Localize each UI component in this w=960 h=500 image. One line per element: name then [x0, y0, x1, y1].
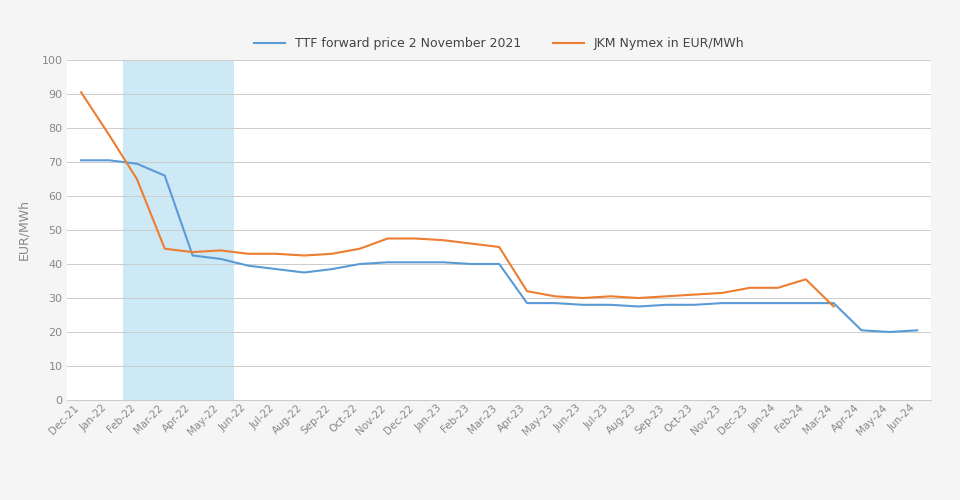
JKM Nymex in EUR/MWh — [215, 248, 227, 254]
Bar — [123, 60, 234, 400]
TTF forward price 2 November 2021 — [326, 266, 338, 272]
TTF forward price 2 November 2021 — [605, 302, 616, 308]
TTF forward price 2 November 2021 — [577, 302, 588, 308]
JKM Nymex in EUR/MWh — [243, 251, 254, 257]
JKM Nymex in EUR/MWh — [354, 246, 366, 252]
TTF forward price 2 November 2021 — [772, 300, 783, 306]
JKM Nymex in EUR/MWh — [382, 236, 394, 242]
TTF forward price 2 November 2021 — [716, 300, 728, 306]
TTF forward price 2 November 2021 — [271, 266, 282, 272]
TTF forward price 2 November 2021 — [800, 300, 811, 306]
TTF forward price 2 November 2021 — [354, 261, 366, 267]
TTF forward price 2 November 2021 — [132, 160, 143, 166]
JKM Nymex in EUR/MWh — [633, 295, 644, 301]
TTF forward price 2 November 2021 — [521, 300, 533, 306]
TTF forward price 2 November 2021 — [828, 300, 839, 306]
JKM Nymex in EUR/MWh — [271, 251, 282, 257]
Legend: TTF forward price 2 November 2021, JKM Nymex in EUR/MWh: TTF forward price 2 November 2021, JKM N… — [249, 32, 750, 55]
Line: JKM Nymex in EUR/MWh: JKM Nymex in EUR/MWh — [82, 92, 833, 306]
JKM Nymex in EUR/MWh — [716, 290, 728, 296]
TTF forward price 2 November 2021 — [633, 304, 644, 310]
TTF forward price 2 November 2021 — [493, 261, 505, 267]
TTF forward price 2 November 2021 — [159, 172, 171, 178]
TTF forward price 2 November 2021 — [660, 302, 672, 308]
TTF forward price 2 November 2021 — [911, 328, 923, 334]
JKM Nymex in EUR/MWh — [660, 294, 672, 300]
JKM Nymex in EUR/MWh — [466, 240, 477, 246]
JKM Nymex in EUR/MWh — [800, 276, 811, 282]
TTF forward price 2 November 2021 — [883, 329, 895, 335]
TTF forward price 2 November 2021 — [299, 270, 310, 276]
JKM Nymex in EUR/MWh — [744, 285, 756, 291]
TTF forward price 2 November 2021 — [187, 252, 199, 258]
TTF forward price 2 November 2021 — [855, 328, 867, 334]
JKM Nymex in EUR/MWh — [104, 132, 115, 138]
JKM Nymex in EUR/MWh — [326, 251, 338, 257]
Y-axis label: EUR/MWh: EUR/MWh — [17, 200, 30, 260]
TTF forward price 2 November 2021 — [382, 260, 394, 266]
TTF forward price 2 November 2021 — [76, 158, 87, 164]
JKM Nymex in EUR/MWh — [132, 176, 143, 182]
TTF forward price 2 November 2021 — [438, 260, 449, 266]
TTF forward price 2 November 2021 — [688, 302, 700, 308]
Line: TTF forward price 2 November 2021: TTF forward price 2 November 2021 — [82, 160, 917, 332]
TTF forward price 2 November 2021 — [215, 256, 227, 262]
JKM Nymex in EUR/MWh — [772, 285, 783, 291]
JKM Nymex in EUR/MWh — [410, 236, 421, 242]
TTF forward price 2 November 2021 — [744, 300, 756, 306]
TTF forward price 2 November 2021 — [466, 261, 477, 267]
JKM Nymex in EUR/MWh — [688, 292, 700, 298]
TTF forward price 2 November 2021 — [104, 158, 115, 164]
JKM Nymex in EUR/MWh — [187, 249, 199, 255]
JKM Nymex in EUR/MWh — [605, 294, 616, 300]
JKM Nymex in EUR/MWh — [828, 304, 839, 310]
JKM Nymex in EUR/MWh — [577, 295, 588, 301]
JKM Nymex in EUR/MWh — [521, 288, 533, 294]
JKM Nymex in EUR/MWh — [76, 90, 87, 96]
TTF forward price 2 November 2021 — [549, 300, 561, 306]
JKM Nymex in EUR/MWh — [438, 237, 449, 243]
TTF forward price 2 November 2021 — [410, 260, 421, 266]
JKM Nymex in EUR/MWh — [493, 244, 505, 250]
JKM Nymex in EUR/MWh — [159, 246, 171, 252]
JKM Nymex in EUR/MWh — [299, 252, 310, 258]
JKM Nymex in EUR/MWh — [549, 294, 561, 300]
TTF forward price 2 November 2021 — [243, 262, 254, 268]
